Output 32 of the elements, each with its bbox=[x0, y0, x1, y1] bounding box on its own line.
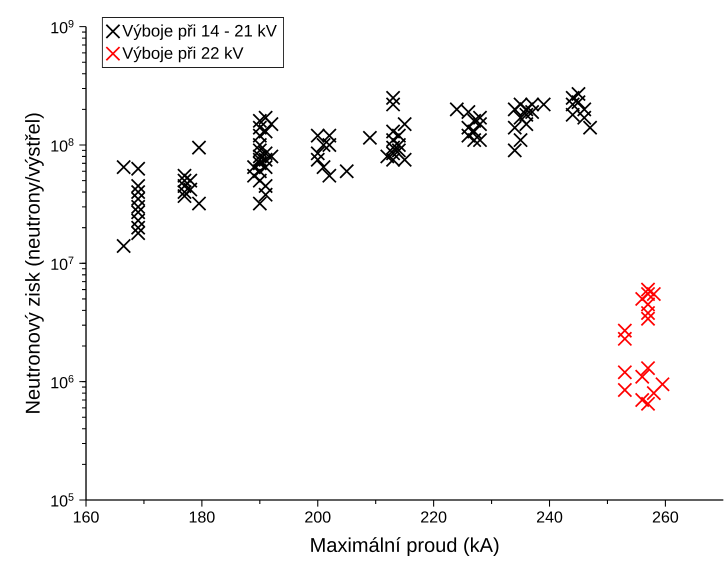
x-tick-label: 200 bbox=[305, 511, 330, 523]
point bbox=[617, 382, 632, 398]
point bbox=[640, 360, 656, 376]
point bbox=[634, 369, 650, 384]
x-tick-label: 180 bbox=[190, 511, 215, 523]
point bbox=[646, 286, 662, 302]
y-tick-label: 10$^{5}$ bbox=[51, 493, 74, 507]
point bbox=[640, 396, 656, 412]
point bbox=[640, 296, 656, 312]
point bbox=[640, 311, 656, 326]
point bbox=[640, 282, 656, 298]
y-tick-label: 10$^{7}$ bbox=[51, 256, 74, 270]
x-tick-label: 160 bbox=[74, 511, 99, 523]
point bbox=[655, 376, 670, 392]
y-tick-label: 10$^{8}$ bbox=[51, 138, 74, 152]
point bbox=[617, 323, 632, 338]
point bbox=[640, 286, 656, 302]
point bbox=[646, 386, 662, 401]
point bbox=[617, 364, 632, 380]
point bbox=[634, 392, 650, 408]
point bbox=[640, 306, 656, 321]
x-tick-label: 260 bbox=[652, 511, 678, 523]
y-tick-label: 10$^{9}$ bbox=[51, 20, 74, 34]
y-axis-title: Neutronový zisk (neutrony/výstřel) bbox=[24, 113, 44, 413]
y-tick-label: 10$^{6}$ bbox=[51, 374, 74, 388]
x-axis-title: Maximální proud (kA) bbox=[311, 537, 498, 556]
legend-label: Výboje při 22 kV bbox=[122, 46, 244, 62]
x-tick-label: 220 bbox=[421, 511, 446, 523]
point bbox=[617, 331, 632, 346]
x-tick-label: 240 bbox=[536, 511, 562, 523]
point bbox=[634, 291, 650, 306]
legend-label: Výboje při 14 - 21 kV bbox=[122, 24, 277, 40]
